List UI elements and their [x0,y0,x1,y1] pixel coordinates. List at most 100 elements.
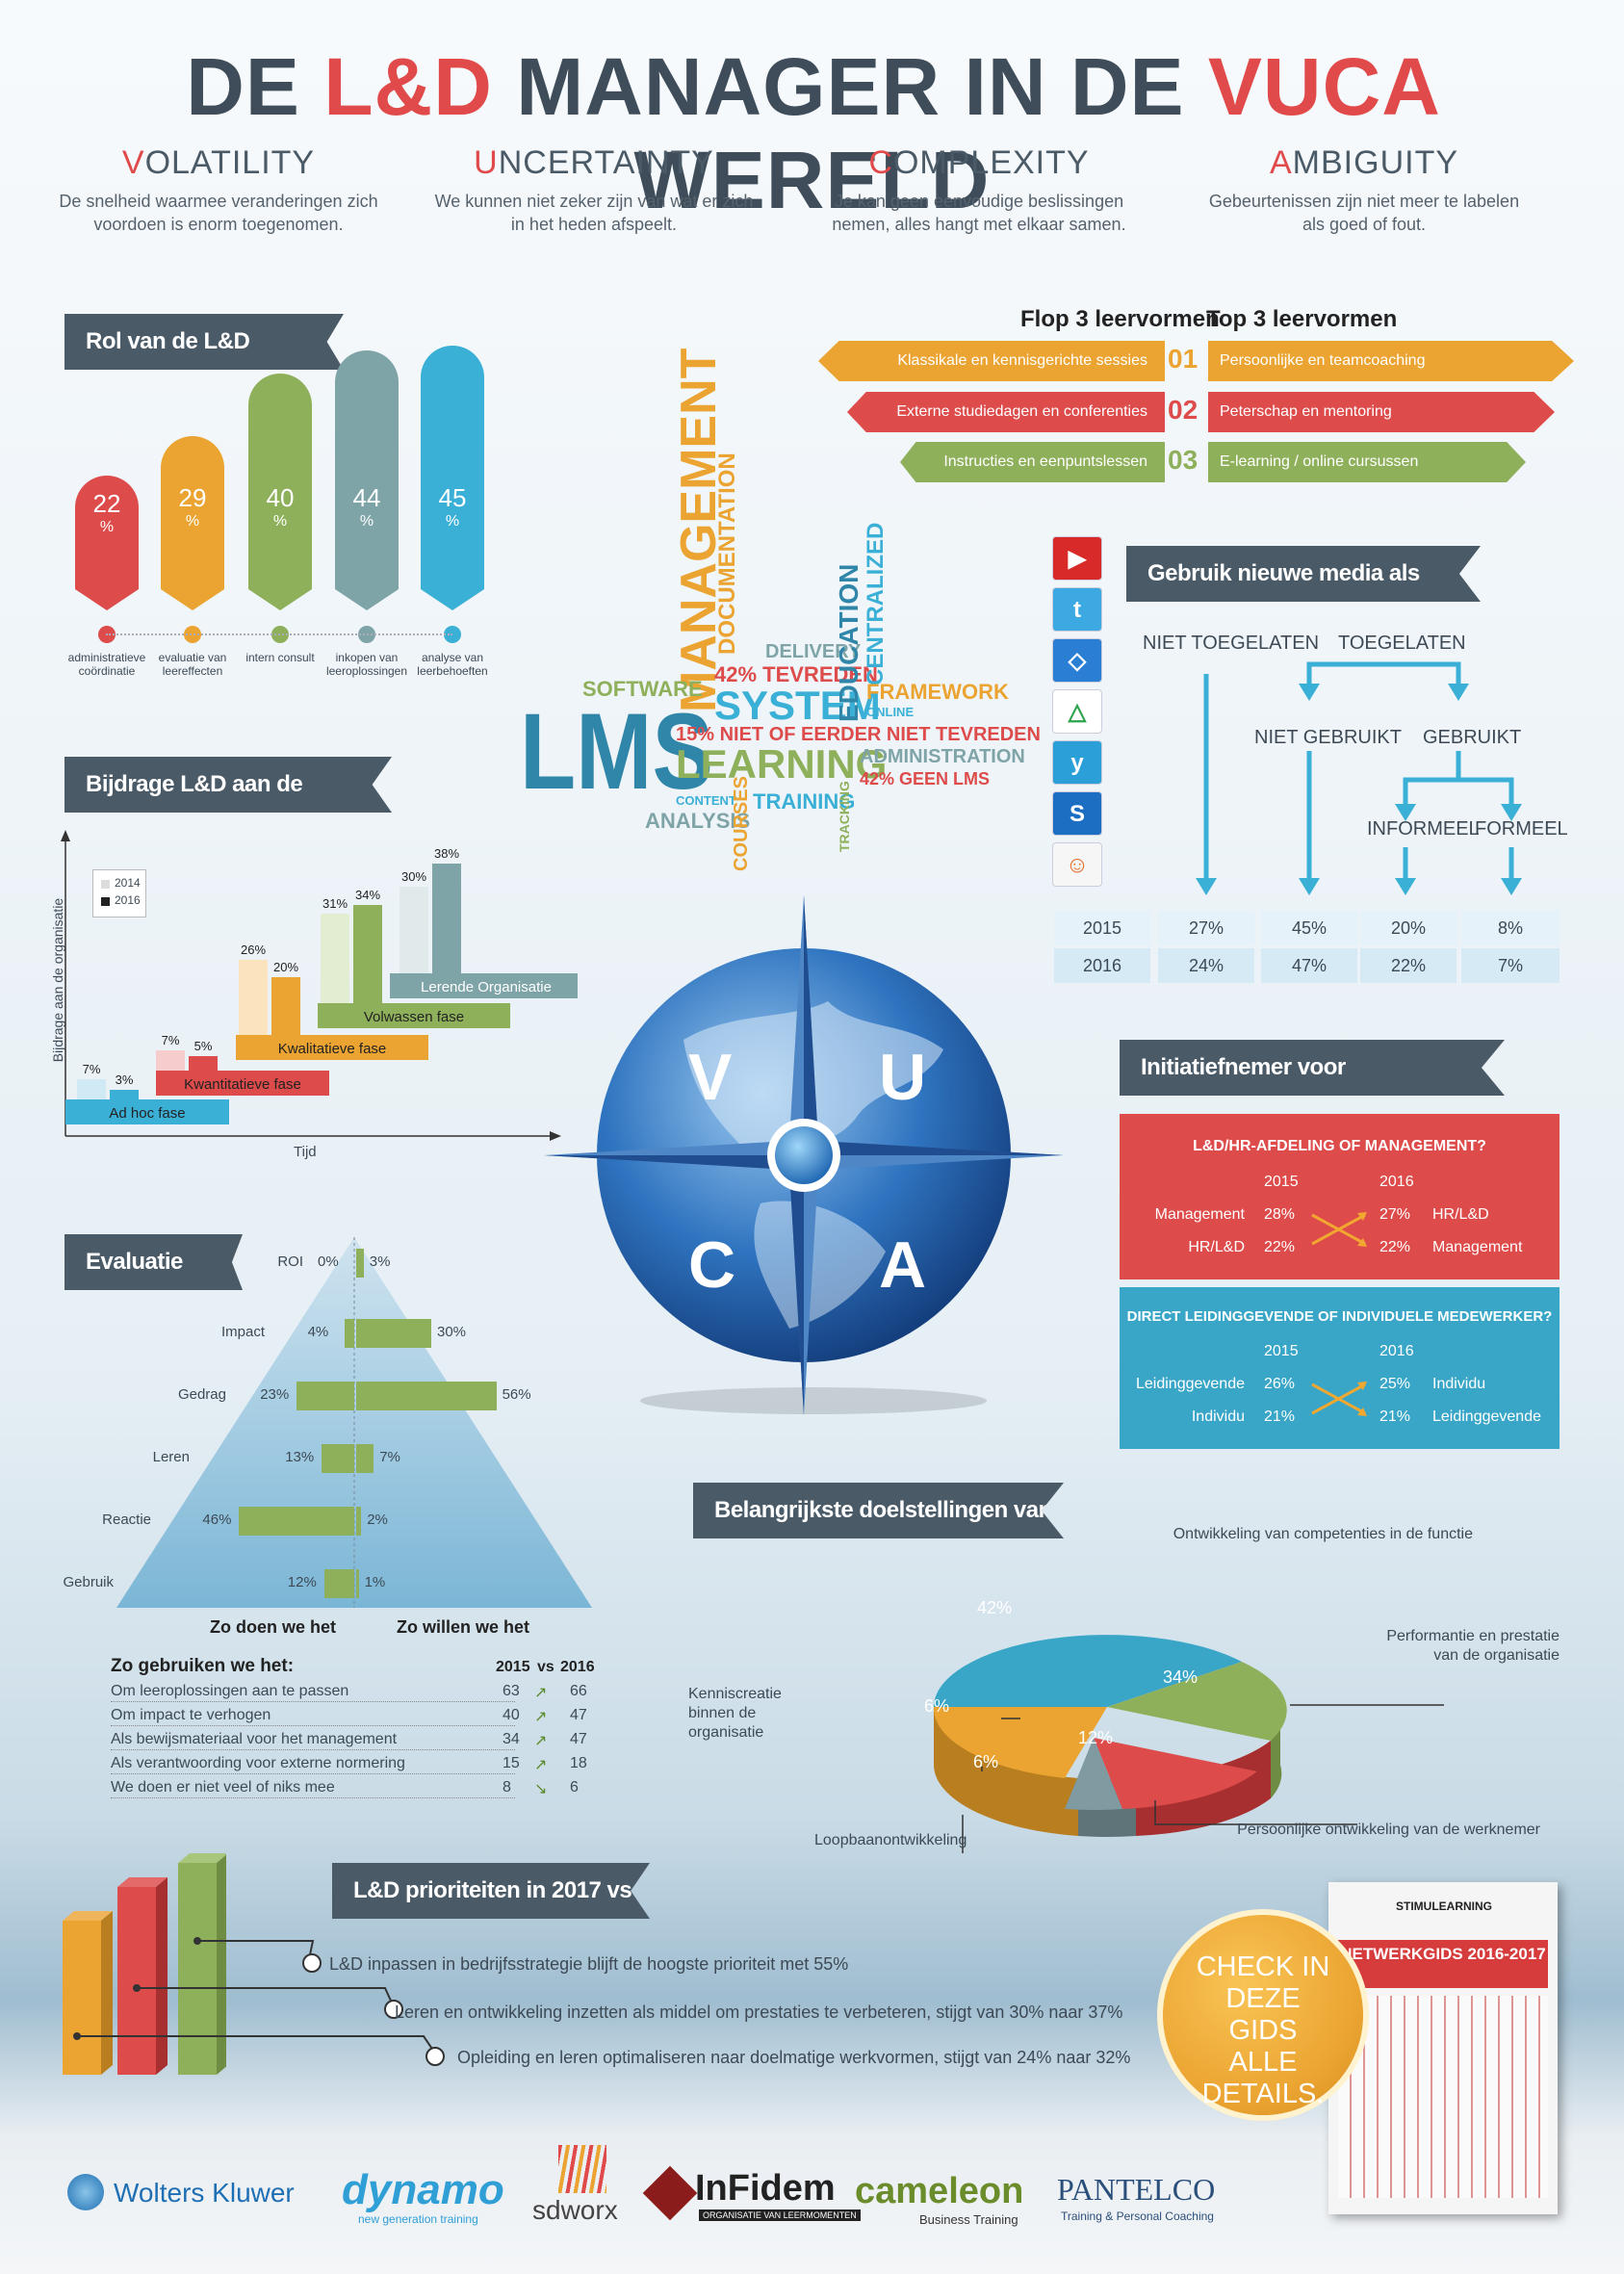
evaluatie-doen: Zo doen we het [210,1617,337,1637]
gebruik-2016: 6 [570,1779,579,1796]
vuca-complexity: COMPLEXITY Je kan geen eenvoudige besliss… [815,144,1143,236]
bar-2014-label: 7% [83,1062,101,1076]
bar-2014-label: 30% [401,869,426,884]
pie-label: Kenniscreatie binnen de organisatie [688,1686,782,1741]
trend-up-icon: ↗ [534,1685,548,1701]
book-brand: STIMULEARNING [1396,1899,1492,1913]
wc-documentation: DOCUMENTATION [714,452,740,655]
flop-top-number: 01 [1168,344,1199,374]
bar-2016-label: 20% [273,960,298,974]
title-part: MANAGER IN DE [492,41,1208,132]
gebruik-h2016: 2016 [560,1659,595,1675]
wc-lms: LMS [520,691,713,812]
evaluatie-bar-willen [356,1444,374,1473]
role-bar-tip [75,589,139,610]
prioriteiten-connectors [73,1937,445,2066]
sdworx-logo-icon [558,2145,606,2193]
flop-top-number: 02 [1168,395,1199,425]
wc-tracking: TRACKING [837,781,852,852]
wc-framework: FRAMEWORK [866,680,1009,704]
prioriteit-item: Leren en ontwikkeling inzetten als midde… [395,2003,1123,2022]
media-value: 45% [1261,911,1357,945]
media-value: 7% [1461,948,1560,983]
evaluatie-pct-willen: 56% [502,1386,531,1403]
panel-year-2015: 2015 [1264,1343,1299,1359]
prioriteiten-heading: L&D prioriteiten in 2017 vs 2016 [332,1863,650,1919]
infidem-logo-icon [642,2165,698,2221]
role-heading: Rol van de L&D Manager [64,314,344,370]
gebruik-2015: 34 [503,1731,520,1747]
evaluatie-level: ROI [277,1253,303,1270]
pie-label: Ontwikkeling van competenties in de func… [1173,1526,1473,1542]
bar-2014 [156,1050,185,1071]
evaluatie-level: Gedrag [177,1386,226,1403]
bar-2016 [353,905,382,1003]
evaluatie-pct-doen: 46% [202,1512,232,1528]
trend-up-icon: ↗ [534,1709,548,1725]
bijdrage-legend: 2014 2016 [92,869,146,917]
vuca-word: NCERTAINTY [498,144,714,181]
gebruik-label: Als bewijsmateriaal voor het management [111,1731,398,1747]
phase-label: Kwalitatieve fase [278,1041,387,1057]
panel-title: L&D/HR-AFDELING OF MANAGEMENT? [1193,1138,1486,1154]
role-bar-tip [248,589,312,610]
bar-2016 [271,977,300,1035]
panel-value: 25% [1379,1376,1411,1392]
media-value: 27% [1158,911,1254,945]
gebruik-hvs: vs [537,1659,554,1675]
bar-2014-label: 26% [241,943,266,957]
evaluatie-level: Gebruik [63,1574,114,1590]
logo-pantelco: PANTELCO [1057,2172,1216,2207]
role-bar-value: 44 [352,482,381,512]
bar-2016-label: 5% [194,1039,213,1053]
panel-label: HR/L&D [1432,1206,1489,1223]
media-year: 2015 [1054,911,1150,945]
sharepoint-icon: S [1052,791,1102,836]
wc-training: TRAINING [753,789,856,814]
evaluatie-pct-willen: 3% [369,1253,391,1270]
evaluatie-pct-willen: 2% [367,1512,388,1528]
bijdrage-xlabel: Tijd [294,1144,317,1160]
panel-value: 21% [1379,1408,1411,1425]
media-value: 8% [1461,911,1560,945]
gebruik-2015: 8 [503,1779,511,1796]
evaluatie-pct-willen: 30% [437,1324,467,1340]
role-label: intern consult [245,651,315,664]
vuca-desc: We kunnen niet zeker zijn van wat er zic… [434,192,754,234]
gebruik-2015: 63 [503,1683,520,1699]
phase-label: Lerende Organisatie [421,979,552,995]
evaluatie-level: Leren [152,1449,190,1465]
title-part: WERELD [633,135,991,225]
guide-book[interactable]: STIMULEARNING NETWERKGIDS 2016-2017 [1328,1882,1558,2214]
wolters-kluwer-logo-icon [67,2174,104,2210]
yammer-icon: y [1052,740,1102,785]
vuca-uncertainty: UNCERTAINTY We kunnen niet zeker zijn van… [430,144,758,236]
role-bar-tip [421,589,484,610]
media-value: 24% [1158,948,1254,983]
initiatief-heading: Initiatiefnemer voor leeractiviteiten [1120,1040,1505,1096]
check-badge[interactable]: CHECK IN DEZE GIDS ALLE DETAILS. [1157,1909,1369,2121]
book-title: NETWERKGIDS 2016-2017 [1338,1940,1548,1988]
prioriteit-item: Opleiding en leren optimaliseren naar do… [457,2048,1131,2067]
panel-title: DIRECT LEIDINGGEVENDE OF INDIVIDUELE MED… [1126,1308,1553,1325]
bar-2016 [432,864,461,973]
vuca-initial: V [121,144,145,181]
evaluatie-bar-doen [323,1569,354,1598]
evaluatie-bar-willen [356,1319,431,1348]
legend-2014: 2014 [115,876,141,890]
gebruik-label: Om leeroplossingen aan te passen [111,1683,349,1699]
panel-label: Leidinggevende [1432,1408,1541,1425]
gebruik-h2015: 2015 [496,1659,530,1675]
wc-online: ONLINE [866,705,915,719]
wc-system: SYSTEM [714,683,881,728]
media-toegelaten: TOEGELATEN [1338,633,1466,654]
panel-label: Individu [1191,1408,1245,1425]
globe-u: U [879,1041,927,1114]
logo-cameleon: cameleon [855,2171,1024,2211]
bar-2014 [239,960,268,1035]
title-part: DE [186,41,324,132]
vuca-desc: Je kan geen eenvoudige beslissingen neme… [832,192,1126,234]
phase-step [236,1035,428,1060]
media-informeel: INFORMEEL [1367,818,1480,840]
role-bar: 29% [161,435,224,589]
